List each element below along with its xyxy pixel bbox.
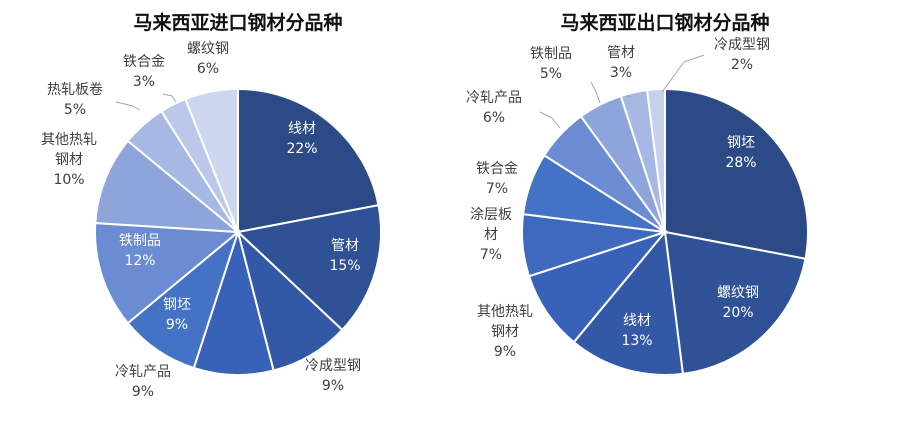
export-pie-slice-0 [664,87,809,260]
export-data-label-percent: 20% [722,305,753,321]
export-pie-slice-2 [572,229,685,376]
export-pie-slice-3 [527,229,668,344]
export-data-label-percent: 28% [725,155,756,171]
import-data-label-name: 其他热轧 [41,132,97,148]
export-data-label-percent: 3% [610,65,632,81]
import-data-label-percent: 10% [53,172,84,188]
import-pie-slice-3 [192,228,275,376]
export-data-label-percent: 5% [540,66,562,82]
import-data-label-name: 铁制品 [119,233,161,249]
export-data-label-name: 铁制品 [530,46,572,62]
import-data-label-name: 线材 [288,121,316,137]
export-data-label: 涂层板材 7% [470,207,512,263]
export-data-label-percent: 7% [480,247,502,263]
import-data-label: 钢坯 9% [163,297,191,333]
export-pie-slice-1 [663,230,807,375]
import-leader-line [162,93,177,103]
import-pie: 线材 22% 管材 15% 冷成型钢 9% 冷轧产品 9% 钢坯 9% 铁制品 12% 其他热轧钢材 10… [41,41,382,400]
import-data-label: 线材 22% [286,121,317,157]
export-data-label: 冷轧产品 6% [466,90,522,126]
import-data-label-name: 钢坯 [163,297,191,313]
import-pie-slice-6 [94,139,242,234]
import-data-label-percent: 5% [64,102,86,118]
import-data-label-name: 铁合金 [123,54,165,70]
export-data-label-name: 材 [484,227,498,243]
export-data-label-name: 铁合金 [476,161,518,177]
import-data-label-percent: 9% [166,317,188,333]
import-data-label-percent: 22% [286,141,317,157]
import-chart-title: 马来西亚进口钢材分品种 [133,11,342,34]
export-data-label-name: 其他热轧 [477,304,533,320]
import-data-label-name: 热轧板卷 [47,82,103,98]
import-data-label: 螺纹钢 6% [187,41,229,77]
export-leader-line [590,81,601,104]
import-pie-slice-2 [236,228,344,372]
export-data-label-name: 螺纹钢 [717,285,759,301]
import-data-label: 热轧板卷 5% [47,82,103,118]
import-data-label: 其他热轧钢材 10% [41,132,97,188]
export-data-label: 铁合金 7% [476,161,518,197]
export-chart-title: 马来西亚出口钢材分品种 [560,11,769,34]
export-data-label-name: 涂层板 [470,207,512,223]
export-data-label: 钢坯 28% [725,135,756,171]
export-data-label-percent: 9% [494,344,516,360]
import-pie-slice-4 [126,229,241,370]
export-data-label: 管材 3% [607,45,635,81]
import-data-label-name: 螺纹钢 [187,41,229,57]
export-pie: 钢坯 28% 螺纹钢 20% 线材 13% 其他热轧钢材 9% 涂层板材 7% 铁合金 7% 冷轧产品 6… [466,37,809,376]
export-data-label: 其他热轧钢材 9% [477,304,533,360]
import-data-label-percent: 6% [197,61,219,77]
import-data-label: 铁合金 3% [123,54,165,90]
export-data-label-name: 冷成型钢 [714,37,770,53]
export-data-label-name: 管材 [607,45,635,61]
import-data-label-percent: 15% [329,258,360,274]
export-data-label-name: 钢坯 [727,135,755,151]
export-data-label-percent: 6% [483,110,505,126]
export-leader-line [625,95,633,98]
import-data-label: 管材 15% [329,238,360,274]
import-pie-slice-0 [237,87,380,234]
export-data-label: 线材 13% [621,313,652,349]
import-data-label: 冷成型钢 9% [305,358,361,394]
export-data-label: 冷成型钢 2% [714,37,770,73]
import-pie-slice-1 [235,204,382,332]
import-data-label-percent: 3% [133,74,155,90]
export-data-label-percent: 2% [731,57,753,73]
export-pie-slice-9 [645,87,666,233]
import-data-label-name: 冷成型钢 [305,358,361,374]
import-pie-slice-9 [184,87,239,233]
export-data-label-name: 冷轧产品 [466,90,522,106]
import-data-label-percent: 9% [322,378,344,394]
export-data-label: 螺纹钢 20% [717,285,759,321]
import-data-label-percent: 9% [132,384,154,400]
export-leader-line [539,111,561,129]
import-pie-slice-5 [94,221,241,325]
import-leader-line [115,101,141,111]
import-data-label: 铁制品 12% [119,233,161,269]
export-data-label-percent: 13% [621,333,652,349]
import-data-label-name: 管材 [331,238,359,254]
export-data-label: 铁制品 5% [530,46,572,82]
import-data-label-name: 钢材 [55,152,83,168]
export-leader-line [661,54,705,93]
export-data-label-name: 线材 [623,313,651,329]
import-data-label-percent: 12% [124,253,155,269]
import-data-label-name: 冷轧产品 [115,364,171,380]
export-data-label-percent: 7% [486,181,508,197]
import-data-label: 冷轧产品 9% [115,364,171,400]
export-data-label-name: 钢材 [491,324,519,340]
